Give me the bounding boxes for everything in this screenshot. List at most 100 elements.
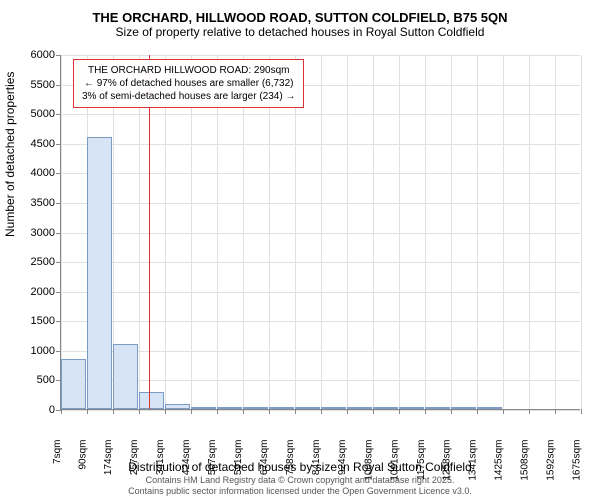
xtick-label: 1091sqm	[390, 440, 401, 481]
xtick-mark	[295, 409, 296, 414]
y-axis-label: Number of detached properties	[3, 72, 17, 237]
histogram-bar	[113, 344, 138, 409]
page-subtitle: Size of property relative to detached ho…	[0, 25, 600, 44]
gridline-v	[503, 55, 504, 409]
gridline-v	[451, 55, 452, 409]
histogram-bar	[321, 407, 346, 409]
ytick-label: 5500	[31, 79, 55, 91]
histogram-bar	[191, 407, 216, 409]
x-axis-label: Distribution of detached houses by size …	[0, 460, 600, 474]
xtick-mark	[61, 409, 62, 414]
ytick-label: 1000	[31, 345, 55, 357]
xtick-mark	[503, 409, 504, 414]
gridline-v	[61, 55, 62, 409]
xtick-label: 1175sqm	[416, 440, 427, 480]
xtick-label: 90sqm	[78, 440, 89, 470]
histogram-bar	[295, 407, 320, 409]
xtick-mark	[529, 409, 530, 414]
xtick-mark	[399, 409, 400, 414]
xtick-label: 841sqm	[312, 440, 323, 476]
ytick-label: 5000	[31, 108, 55, 120]
xtick-label: 1425sqm	[494, 440, 505, 481]
footer-line-2: Contains public sector information licen…	[0, 486, 600, 497]
histogram-bar	[269, 407, 294, 409]
gridline-v	[399, 55, 400, 409]
xtick-mark	[347, 409, 348, 414]
ytick-label: 3000	[31, 227, 55, 239]
xtick-label: 7sqm	[52, 440, 63, 464]
gridline-v	[165, 55, 166, 409]
xtick-label: 1008sqm	[364, 440, 375, 481]
xtick-mark	[165, 409, 166, 414]
xtick-mark	[269, 409, 270, 414]
annotation-line-1: THE ORCHARD HILLWOOD ROAD: 290sqm	[82, 64, 295, 77]
xtick-label: 1258sqm	[442, 440, 453, 481]
histogram-bar	[139, 392, 164, 409]
xtick-mark	[555, 409, 556, 414]
ytick-label: 4000	[31, 167, 55, 179]
marker-line	[149, 55, 150, 409]
xtick-label: 174sqm	[104, 440, 115, 476]
gridline-v	[581, 55, 582, 409]
ytick-label: 500	[37, 374, 55, 386]
annotation-line-2: ← 97% of detached houses are smaller (6,…	[82, 77, 295, 90]
histogram-bar	[347, 407, 372, 409]
xtick-mark	[581, 409, 582, 414]
footer-line-1: Contains HM Land Registry data © Crown c…	[0, 475, 600, 486]
ytick-label: 2500	[31, 256, 55, 268]
page-title: THE ORCHARD, HILLWOOD ROAD, SUTTON COLDF…	[0, 0, 600, 25]
ytick-label: 0	[49, 404, 55, 416]
xtick-label: 424sqm	[182, 440, 193, 476]
xtick-mark	[217, 409, 218, 414]
gridline-v	[529, 55, 530, 409]
gridline-v	[321, 55, 322, 409]
xtick-label: 1592sqm	[546, 440, 557, 481]
chart-container: THE ORCHARD, HILLWOOD ROAD, SUTTON COLDF…	[0, 0, 600, 500]
gridline-v	[191, 55, 192, 409]
xtick-label: 758sqm	[286, 440, 297, 476]
xtick-mark	[477, 409, 478, 414]
xtick-mark	[321, 409, 322, 414]
plot-area: THE ORCHARD HILLWOOD ROAD: 290sqm ← 97% …	[60, 55, 580, 410]
gridline-v	[295, 55, 296, 409]
ytick-label: 4500	[31, 138, 55, 150]
histogram-bar	[477, 407, 502, 409]
gridline-v	[425, 55, 426, 409]
xtick-mark	[451, 409, 452, 414]
histogram-bar	[165, 404, 190, 409]
xtick-label: 341sqm	[156, 440, 167, 476]
ytick-label: 3500	[31, 197, 55, 209]
xtick-label: 591sqm	[234, 440, 245, 476]
gridline-v	[555, 55, 556, 409]
xtick-mark	[243, 409, 244, 414]
xtick-label: 674sqm	[260, 440, 271, 476]
gridline-v	[373, 55, 374, 409]
xtick-mark	[191, 409, 192, 414]
histogram-bar	[425, 407, 450, 409]
xtick-label: 1675sqm	[572, 440, 583, 481]
histogram-bar	[451, 407, 476, 409]
histogram-bar	[373, 407, 398, 409]
histogram-bar	[61, 359, 86, 409]
gridline-v	[269, 55, 270, 409]
xtick-mark	[87, 409, 88, 414]
xtick-label: 924sqm	[338, 440, 349, 476]
histogram-bar	[87, 137, 112, 409]
xtick-mark	[139, 409, 140, 414]
xtick-mark	[373, 409, 374, 414]
footer: Contains HM Land Registry data © Crown c…	[0, 475, 600, 497]
histogram-bar	[243, 407, 268, 409]
gridline-v	[217, 55, 218, 409]
gridline-v	[477, 55, 478, 409]
annotation-line-3: 3% of semi-detached houses are larger (2…	[82, 90, 295, 103]
xtick-label: 507sqm	[208, 440, 219, 476]
xtick-mark	[425, 409, 426, 414]
ytick-label: 6000	[31, 49, 55, 61]
histogram-bar	[217, 407, 242, 409]
xtick-label: 1341sqm	[468, 440, 479, 481]
gridline-v	[243, 55, 244, 409]
xtick-mark	[113, 409, 114, 414]
annotation-box: THE ORCHARD HILLWOOD ROAD: 290sqm ← 97% …	[73, 59, 304, 108]
ytick-label: 1500	[31, 315, 55, 327]
xtick-label: 1508sqm	[520, 440, 531, 481]
